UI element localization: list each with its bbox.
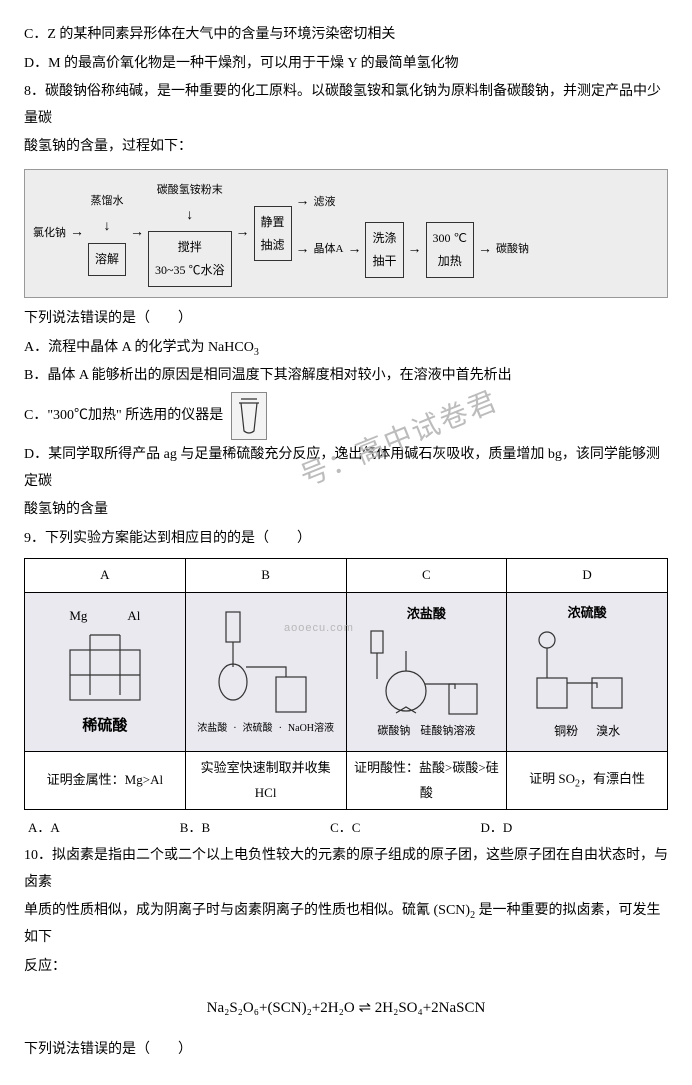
arrow-down-icon: ↓ (104, 214, 111, 241)
flow-dissolve: 溶解 (88, 243, 126, 276)
q8-intro-2: 酸氢钠的含量，过程如下： (24, 134, 668, 161)
head-b: B (185, 559, 346, 593)
head-a: A (25, 559, 186, 593)
flow-top-water: 蒸馏水 (91, 191, 124, 212)
q8-option-d-2: 酸氢钠的含量 (24, 497, 668, 524)
q10-line3: 反应： (24, 954, 668, 981)
flow-product: 碳酸钠 (496, 239, 529, 260)
q9-prompt: 9．下列实验方案能达到相应目的的是（ ） (24, 526, 668, 553)
q8-option-d-1: D．某同学取所得产品 ag 与足量稀硫酸充分反应，逸出气体用碱石灰吸收，质量增加… (24, 442, 668, 495)
options-table: A B C D MgAl 稀硫酸 浓盐酸 · 浓硫酸 · NaOH溶液 (24, 558, 668, 810)
head-d: D (507, 559, 668, 593)
apparatus-c: 浓盐酸 碳酸钠硅酸钠溶液 (346, 593, 507, 752)
flow-crystal-a: 晶体A (314, 239, 344, 260)
desc-c: 证明酸性：盐酸>碳酸>硅酸 (346, 752, 507, 810)
q10-line2: 单质的性质相似，成为阴离子时与卤素阴离子的性质也相似。硫氰 (SCN)2 是一种… (24, 898, 668, 951)
arrow-down-icon: ↓ (186, 203, 193, 230)
arrow-icon: → (408, 237, 422, 264)
head-c: C (346, 559, 507, 593)
flow-heat: 300 ℃加热 (426, 222, 474, 278)
flow-diagram: 氯化钠 → 蒸馏水 ↓ 溶解 → 碳酸氢铵粉末 ↓ 搅拌30~35 ℃水浴 → … (24, 169, 668, 298)
flow-input-nacl: 氯化钠 (33, 223, 66, 244)
flow-top-nh4hco3: 碳酸氢铵粉末 (157, 180, 223, 201)
desc-b: 实验室快速制取并收集HCl (185, 752, 346, 810)
ans-d: D．D (480, 816, 512, 841)
q9-answers: A．A B．B C．C D．D (28, 816, 668, 841)
q7-option-c: C．Z 的某种同素异形体在大气中的含量与环境污染密切相关 (24, 22, 668, 49)
q10-equation: Na₂S₂O₆+(SCN)₂+2H₂O ⇌ 2H₂SO₄+2NaSCN (24, 994, 668, 1023)
ans-a: A．A (28, 816, 60, 841)
arrow-icon: → (478, 237, 492, 264)
watermark-url: aooecu.com (284, 618, 354, 639)
arrow-icon: → (296, 237, 310, 264)
ans-b: B．B (180, 816, 210, 841)
apparatus-d: 浓硫酸 铜粉溴水 (507, 593, 668, 752)
q8-intro-1: 8．碳酸钠俗称纯碱，是一种重要的化工原料。以碳酸氢铵和氯化钠为原料制备碳酸钠，并… (24, 79, 668, 132)
flow-wash: 洗涤抽干 (365, 222, 403, 278)
q8-option-a: A．流程中晶体 A 的化学式为 NaHCO3 (24, 335, 668, 362)
q10-prompt: 下列说法错误的是（ ） (24, 1037, 668, 1064)
apparatus-b: 浓盐酸 · 浓硫酸 · NaOH溶液 (185, 593, 346, 752)
arrow-icon: → (296, 189, 310, 216)
q7-option-d: D．M 的最高价氧化物是一种干燥剂，可以用于干燥 Y 的最简单氢化物 (24, 51, 668, 78)
flow-filtrate: 滤液 (314, 192, 336, 213)
arrow-icon: → (347, 237, 361, 264)
desc-d: 证明 SO2，有漂白性 (507, 752, 668, 810)
crucible-icon (231, 392, 267, 440)
arrow-icon: → (236, 220, 250, 247)
flow-stir: 搅拌30~35 ℃水浴 (148, 231, 232, 287)
q10-line1: 10．拟卤素是指由二个或二个以上电负性较大的元素的原子组成的原子团，这些原子团在… (24, 843, 668, 896)
flow-filter: 静置抽滤 (254, 206, 292, 262)
arrow-icon: → (70, 220, 84, 247)
q8-option-b: B．晶体 A 能够析出的原因是相同温度下其溶解度相对较小，在溶液中首先析出 (24, 363, 668, 390)
apparatus-a: MgAl 稀硫酸 (25, 593, 186, 752)
ans-c: C．C (330, 816, 360, 841)
q8-option-c: C．"300℃加热" 所选用的仪器是 (24, 392, 668, 440)
arrow-icon: → (130, 220, 144, 247)
desc-a: 证明金属性：Mg>Al (25, 752, 186, 810)
q8-prompt: 下列说法错误的是（ ） (24, 306, 668, 333)
